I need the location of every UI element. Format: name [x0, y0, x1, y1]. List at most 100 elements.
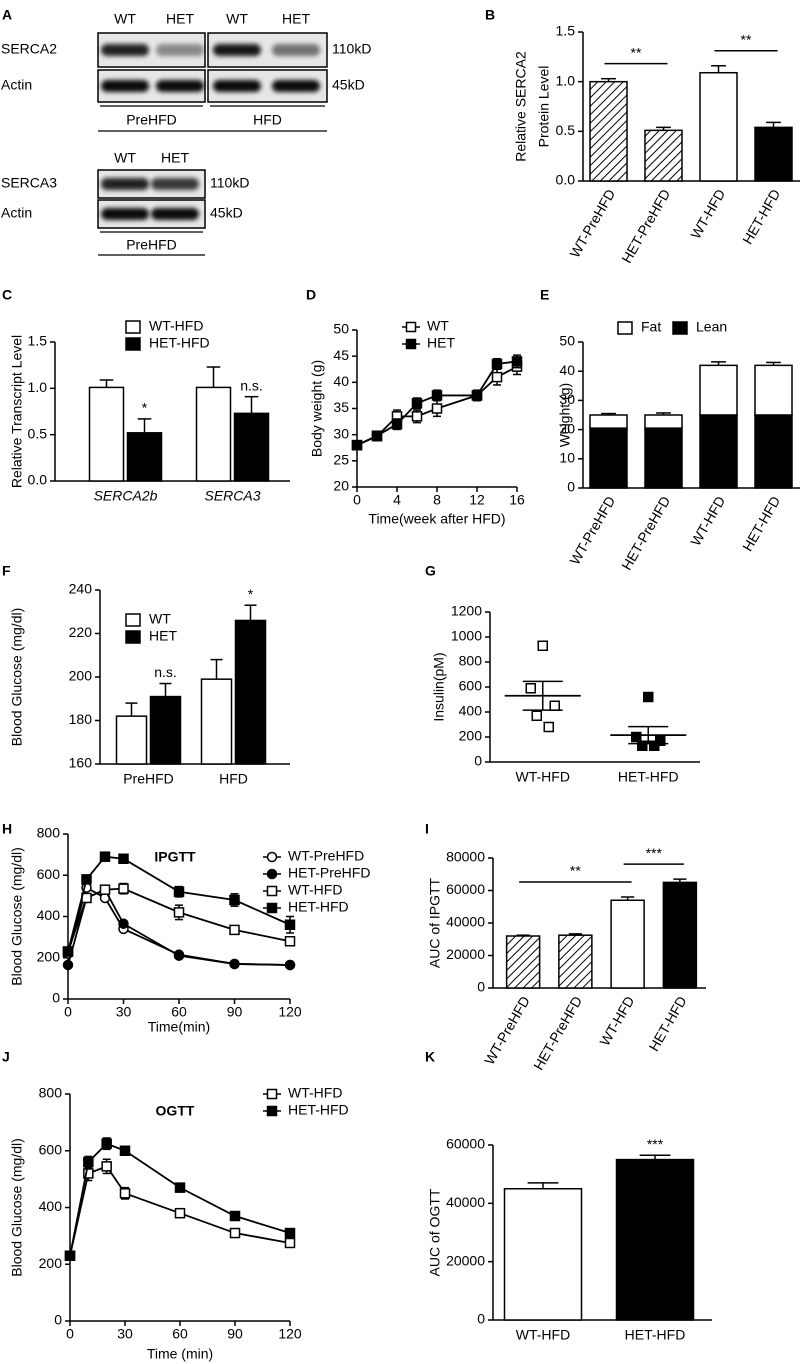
- x-tick-label: 0: [353, 492, 361, 508]
- y-tick-label: 0: [474, 753, 482, 769]
- bar: [126, 432, 163, 482]
- blot-band: [101, 44, 149, 56]
- bar: [610, 899, 645, 989]
- marker: [101, 1138, 112, 1149]
- panel-letter: G: [425, 563, 436, 579]
- x-tick-label: WT-PreHFD: [566, 186, 618, 260]
- significance-label: **: [631, 44, 642, 60]
- y-tick-label: 200: [37, 948, 61, 964]
- x-tick-label: WT-HFD: [687, 186, 728, 241]
- x-tick-label: 4: [393, 492, 401, 508]
- legend-label: HET-HFD: [288, 899, 349, 915]
- lane-label: WT: [114, 150, 136, 166]
- significance-label: **: [741, 31, 752, 47]
- y-axis-label: AUC of IPGTT: [427, 877, 443, 968]
- bar: [200, 678, 233, 765]
- marker: [525, 683, 536, 694]
- legend-marker: [266, 902, 278, 914]
- marker: [531, 710, 542, 721]
- y-tick-label: 35: [333, 399, 349, 415]
- bar: [589, 80, 628, 182]
- y-tick-label: 30: [559, 391, 575, 407]
- y-tick-label: 40: [559, 362, 575, 378]
- lane-label: WT: [114, 11, 136, 27]
- lane-label: WT: [226, 11, 248, 27]
- y-tick-label: 60000: [446, 1136, 485, 1152]
- marker: [101, 1161, 112, 1172]
- marker: [411, 411, 423, 422]
- significance-label: n.s.: [240, 377, 263, 393]
- y-tick-label: 0: [567, 479, 575, 495]
- bar: [662, 881, 698, 989]
- legend-marker: [266, 1088, 278, 1100]
- bar: [615, 1158, 695, 1321]
- y-tick-label: 800: [459, 653, 483, 669]
- group-label: PreHFD: [126, 237, 177, 253]
- size-label: 110kD: [332, 41, 371, 57]
- marker: [173, 886, 185, 897]
- size-label: 45kD: [332, 77, 365, 93]
- marker: [118, 918, 129, 929]
- blot-band: [213, 44, 261, 56]
- x-tick-label: HET-HFD: [739, 493, 783, 554]
- y-axis-label: Weight (g): [557, 383, 573, 447]
- marker: [411, 398, 423, 409]
- blot-band: [101, 178, 149, 190]
- blot-band: [272, 44, 320, 56]
- x-tick-label: 0: [64, 1004, 72, 1020]
- bar-segment: [699, 364, 738, 416]
- marker: [62, 959, 74, 971]
- marker: [431, 390, 443, 401]
- significance-label: ***: [646, 845, 663, 861]
- y-tick-label: 160: [69, 755, 93, 771]
- marker: [391, 418, 403, 430]
- marker: [174, 1207, 186, 1219]
- bar: [558, 934, 593, 989]
- size-label: 110kD: [210, 175, 249, 191]
- marker: [229, 958, 240, 970]
- marker: [64, 1250, 76, 1261]
- group-label: PreHFD: [126, 112, 177, 128]
- protein-label: Actin: [1, 205, 32, 221]
- significance-label: n.s.: [154, 664, 177, 680]
- y-tick-label: 0: [54, 1312, 62, 1328]
- legend-marker: [266, 1105, 278, 1117]
- blot-band: [156, 44, 204, 56]
- legend-label: WT-HFD: [288, 882, 342, 898]
- legend-marker: [405, 338, 417, 350]
- blot-band: [156, 80, 204, 92]
- bar: [699, 71, 738, 182]
- size-label: 45kD: [210, 205, 243, 221]
- marker: [371, 430, 383, 441]
- bar: [195, 386, 232, 482]
- y-tick-label: 20000: [446, 946, 485, 962]
- y-tick-label: 20: [559, 420, 575, 436]
- legend-label: Lean: [696, 319, 727, 335]
- panel-letter: J: [2, 1049, 10, 1065]
- y-tick-label: 600: [39, 1141, 63, 1157]
- y-tick-label: 600: [37, 866, 61, 882]
- x-tick-label: WT-HFD: [516, 1327, 570, 1343]
- lane-label: HET: [166, 11, 194, 27]
- legend-swatch: [125, 630, 141, 644]
- legend-swatch: [125, 320, 141, 334]
- marker: [83, 1156, 94, 1168]
- blot-band: [213, 80, 261, 92]
- x-tick-label: HFD: [219, 771, 248, 787]
- significance-label: *: [142, 400, 148, 416]
- y-axis-label: AUC of OGTT: [427, 1188, 443, 1276]
- y-tick-label: 1000: [451, 628, 482, 644]
- blot-band: [101, 80, 149, 92]
- panel-letter: E: [540, 287, 549, 303]
- y-tick-label: 1.5: [28, 333, 48, 349]
- y-tick-label: 200: [69, 668, 93, 684]
- bar: [149, 695, 182, 765]
- x-tick-label: 0: [66, 1326, 74, 1342]
- y-tick-label: 50: [559, 333, 575, 349]
- y-axis-label: Relative Transcript Level: [9, 335, 25, 488]
- marker: [351, 439, 363, 451]
- bar: [115, 715, 148, 765]
- bar: [233, 412, 270, 482]
- legend-swatch: [125, 337, 141, 351]
- legend-label: HET-HFD: [149, 335, 210, 351]
